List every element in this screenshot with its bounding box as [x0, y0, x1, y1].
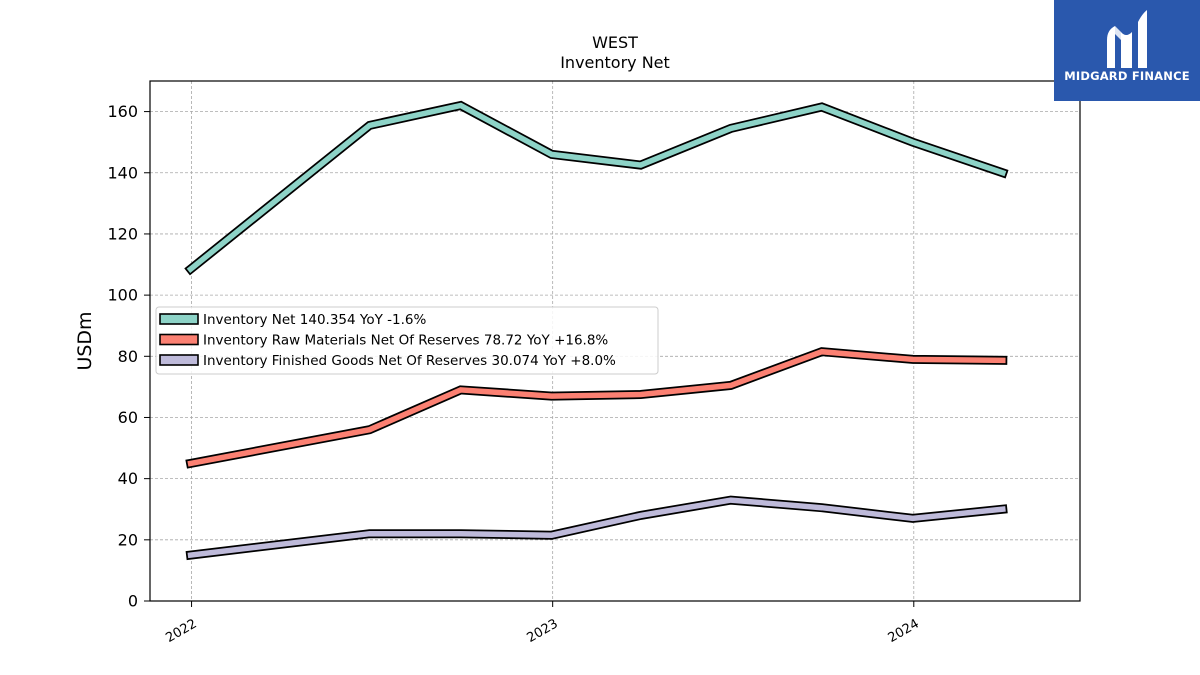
x-tick-label: 2023: [525, 616, 561, 646]
series-line: [187, 348, 1006, 467]
brand-logo: MIDGARD FINANCE: [1054, 0, 1200, 101]
plot-frame: [149, 80, 1081, 602]
y-tick-label: 160: [107, 102, 138, 121]
series-line: [187, 497, 1006, 559]
logo-mark-icon: [1107, 10, 1147, 68]
series-layer: [184, 100, 1009, 561]
legend-label: Inventory Raw Materials Net Of Reserves …: [203, 333, 608, 349]
y-tick-label: 20: [118, 530, 138, 549]
legend-swatch: [159, 313, 199, 325]
y-tick-label: 40: [118, 469, 138, 488]
x-tick-label: 2024: [886, 616, 922, 646]
y-axis-label: USDm: [74, 311, 96, 370]
series-line: [186, 102, 1007, 273]
y-tick-label: 100: [107, 286, 138, 305]
chart-subtitle: Inventory Net: [560, 53, 670, 72]
y-tick-label: 120: [107, 224, 138, 243]
legend-swatch: [159, 354, 199, 366]
y-tick-label: 80: [118, 347, 138, 366]
chart-title: WEST: [592, 33, 638, 52]
legend: Inventory Net 140.354 YoY -1.6% Inventory…: [155, 306, 659, 375]
legend-label: Inventory Finished Goods Net Of Reserves…: [203, 353, 616, 369]
y-tick-label: 60: [118, 408, 138, 427]
legend-swatch: [159, 333, 199, 346]
y-tick-label: 0: [128, 592, 138, 611]
legend-box: [155, 306, 659, 375]
legend-label: Inventory Net 140.354 YoY -1.6%: [203, 312, 426, 328]
brand-name: MIDGARD FINANCE: [1064, 69, 1190, 83]
y-tick-label: 140: [107, 163, 138, 182]
x-tick-label: 2022: [163, 616, 199, 646]
